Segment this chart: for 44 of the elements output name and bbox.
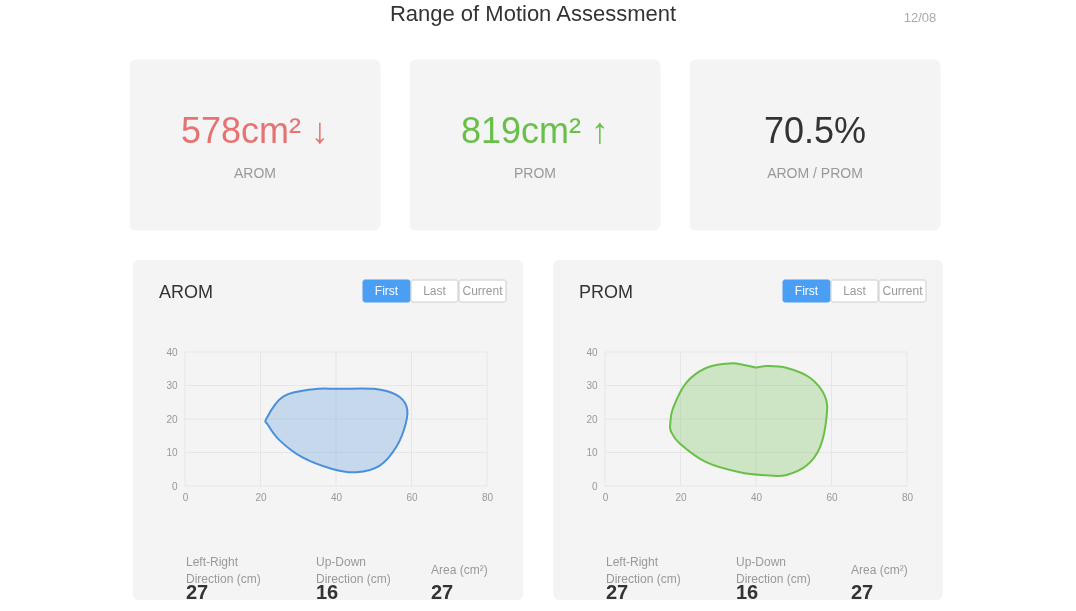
- y-tick-label: 30: [166, 380, 178, 391]
- text: Area (cm²): [431, 563, 488, 577]
- y-tick-label: 10: [166, 447, 178, 458]
- text: AROM: [234, 165, 276, 181]
- y-tick-label: 40: [586, 346, 598, 358]
- text: Last: [843, 284, 867, 298]
- x-tick-label: 0: [182, 491, 189, 503]
- text: Up-Down Direction (cm): [316, 555, 391, 586]
- x-tick-label: 0: [602, 491, 609, 503]
- text: Range of Motion Assessment: [389, 1, 677, 26]
- x-tick-label: 20: [255, 491, 267, 503]
- text: Current: [882, 284, 924, 298]
- text: Up-Down Direction (cm): [736, 555, 811, 586]
- y-tick-label: 40: [166, 346, 178, 358]
- y-tick-label: 0: [591, 480, 598, 492]
- text: Last: [423, 284, 447, 298]
- x-tick-label: 40: [750, 491, 763, 503]
- text: 819cm² ↑: [460, 110, 610, 151]
- text: PROM: [514, 165, 556, 181]
- x-tick-label: 80: [901, 491, 914, 503]
- text: Current: [462, 284, 504, 298]
- x-tick-label: 20: [675, 491, 687, 503]
- x-tick-label: 40: [330, 491, 343, 503]
- text: 70.5%: [763, 110, 867, 151]
- y-tick-label: 0: [171, 480, 178, 492]
- text: Left-Right Direction (cm): [186, 555, 261, 586]
- text: First: [794, 284, 819, 298]
- y-tick-label: 30: [586, 380, 598, 391]
- text: Left-Right Direction (cm): [606, 555, 681, 586]
- x-tick-label: 60: [406, 491, 418, 503]
- text: 27: [431, 581, 454, 603]
- y-tick-label: 20: [166, 413, 178, 425]
- chart-title: PROM: [579, 282, 633, 302]
- x-tick-label: 80: [481, 491, 494, 503]
- text: AROM / PROM: [767, 165, 863, 181]
- text: 27: [851, 581, 874, 603]
- y-tick-label: 10: [586, 447, 598, 458]
- text: 12/08: [903, 10, 937, 25]
- y-tick-label: 20: [586, 413, 598, 425]
- chart-title: AROM: [159, 282, 213, 302]
- text: First: [374, 284, 399, 298]
- x-tick-label: 60: [826, 491, 838, 503]
- text: 578cm² ↓: [180, 110, 330, 151]
- text: Area (cm²): [851, 563, 908, 577]
